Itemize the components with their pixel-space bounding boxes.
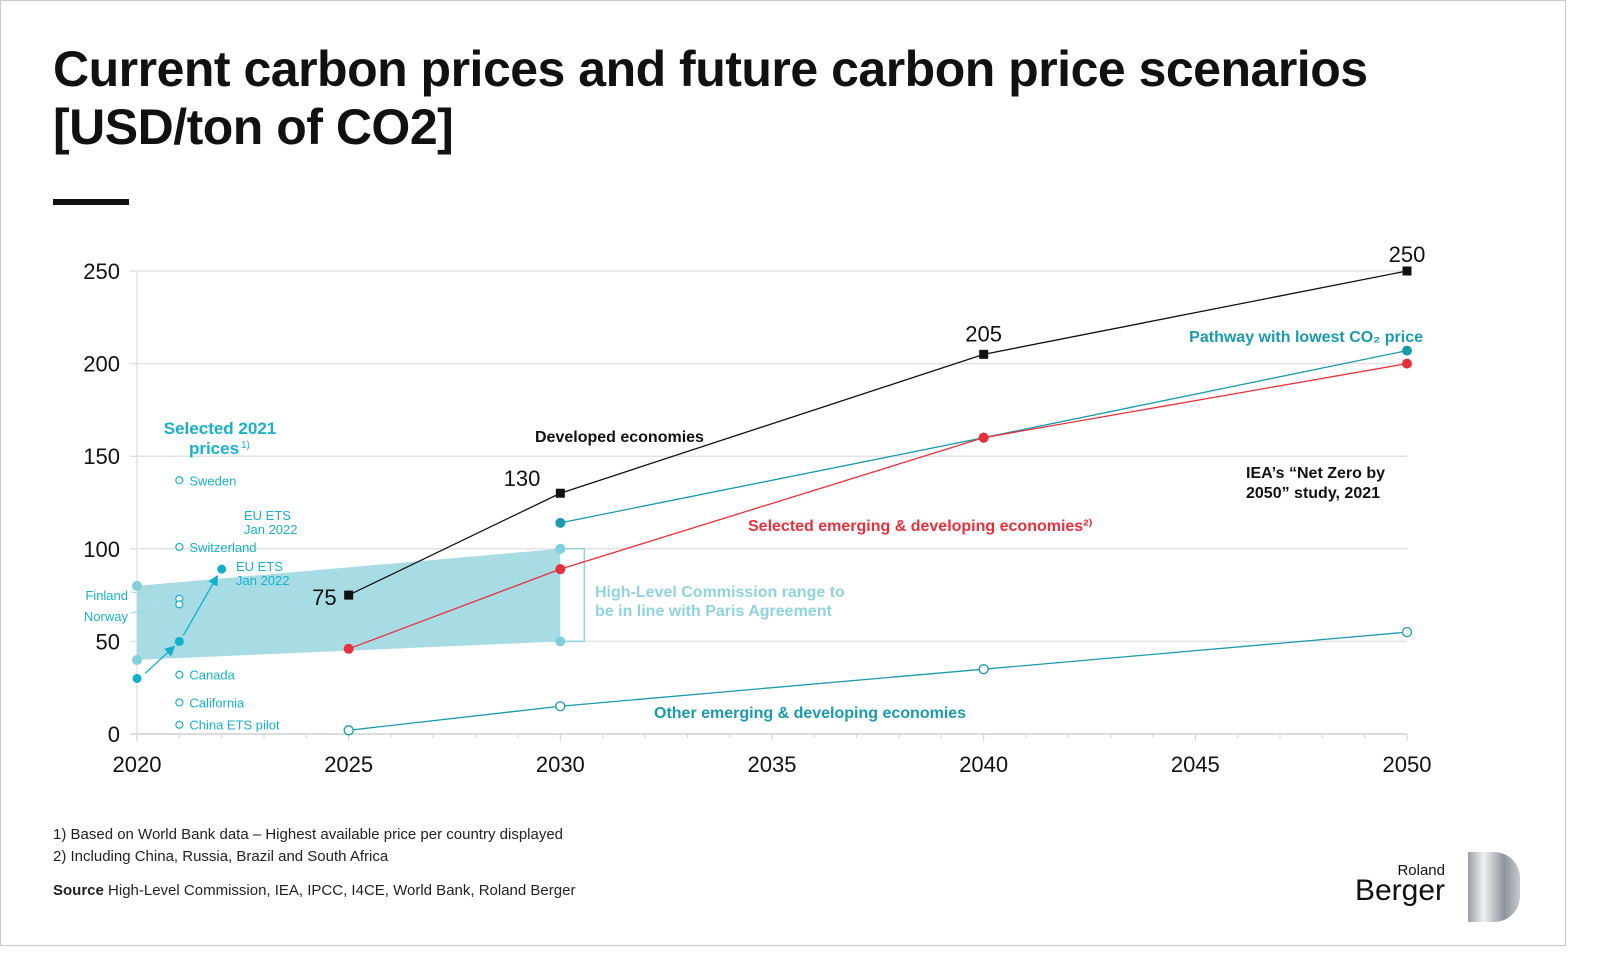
x-tick-label: 2020: [113, 752, 162, 777]
series-line-3: [348, 631, 1408, 731]
range-marker: [132, 654, 142, 665]
range-marker: [132, 580, 142, 591]
band-label-line2: be in line with Paris Agreement: [595, 603, 832, 620]
iea-label-line1: IEA’s “Net Zero by: [1246, 465, 1385, 482]
y-tick-label: 0: [108, 722, 120, 747]
series-line-0: [348, 270, 1408, 596]
footnotes: 1) Based on World Bank data – Highest av…: [53, 824, 563, 868]
series-label: Selected emerging & developing economies…: [748, 518, 1093, 535]
price-label: Finland: [85, 588, 128, 603]
eu-ets-point: [217, 564, 227, 574]
eu-ets-label-line2: Jan 2022: [244, 522, 298, 537]
logo-b-mark: [1468, 852, 1520, 922]
series-label: Pathway with lowest CO₂ price: [1189, 329, 1423, 346]
title-rule: [53, 199, 129, 205]
y-tick-label: 200: [83, 352, 120, 377]
price-label: Sweden: [189, 473, 236, 488]
x-tick-label: 2035: [748, 752, 797, 777]
data-point-square: [344, 590, 354, 600]
band-label-line1: High-Level Commission range to: [595, 584, 845, 601]
eu-ets-label-line2: Jan 2022: [236, 573, 290, 588]
y-tick-label: 50: [96, 629, 120, 654]
data-point-open: [343, 725, 354, 736]
x-tick-label: 2030: [536, 752, 585, 777]
source: Source High-Level Commission, IEA, IPCC,…: [53, 882, 575, 899]
data-point-square: [555, 488, 565, 498]
eu-ets-arrow: [144, 645, 176, 674]
series-line-2: [348, 362, 1408, 650]
range-bracket: [560, 548, 586, 643]
data-label: 130: [504, 466, 541, 491]
data-point: [978, 432, 989, 443]
eu-ets-point: [132, 673, 142, 683]
price-point: [175, 670, 184, 679]
prices-title-line1: Selected 2021: [164, 419, 276, 438]
eu-ets-label-line1: EU ETS: [236, 559, 283, 574]
logo-line2: Berger: [1354, 874, 1445, 907]
data-point: [555, 517, 566, 528]
price-point: [175, 542, 184, 552]
data-label: 75: [312, 585, 336, 610]
prices-footnote: 1): [241, 440, 250, 451]
prices-title-line2: prices: [189, 439, 239, 458]
y-tick-label: 150: [83, 444, 120, 469]
eu-ets-arrow: [182, 574, 218, 636]
data-label: 205: [965, 321, 1002, 346]
data-point: [1402, 345, 1412, 356]
price-point: [175, 698, 184, 707]
price-point: [175, 720, 184, 729]
x-tick-label: 2040: [959, 752, 1008, 777]
price-point: [175, 476, 184, 485]
footnote-2: 2) Including China, Russia, Brazil and S…: [53, 848, 389, 865]
data-label: 250: [1389, 242, 1426, 267]
price-label: Norway: [84, 609, 129, 624]
x-tick-label: 2050: [1383, 752, 1432, 777]
range-marker: [555, 543, 566, 554]
data-point-open: [1401, 626, 1413, 638]
eu-ets-label-line1: EU ETS: [244, 508, 291, 523]
chart-title: Current carbon prices and future carbon …: [53, 41, 1368, 155]
y-tick-label: 100: [83, 537, 120, 562]
price-label: California: [189, 696, 245, 711]
source-label: Source: [53, 882, 104, 899]
series-label: Developed economies: [535, 429, 704, 446]
price-label: Switzerland: [189, 540, 256, 555]
data-point: [555, 564, 566, 575]
source-text: High-Level Commission, IEA, IPCC, I4CE, …: [108, 882, 576, 899]
eu-ets-point: [174, 636, 184, 646]
footnote-1: 1) Based on World Bank data – Highest av…: [53, 826, 564, 843]
data-point: [1402, 358, 1412, 369]
leader-line: [130, 591, 175, 600]
data-point-open: [978, 664, 989, 675]
logo-line1: Roland: [1397, 862, 1445, 879]
series-label: Other emerging & developing economies: [654, 705, 966, 722]
chart-frame: [0, 0, 1566, 946]
price-label: Canada: [189, 668, 235, 683]
data-point-square: [1402, 266, 1412, 276]
x-tick-label: 2025: [324, 752, 373, 777]
price-point: [175, 600, 184, 609]
iea-label-line2: 2050” study, 2021: [1246, 485, 1380, 502]
range-band: [137, 548, 561, 660]
price-label: China ETS pilot: [189, 718, 280, 733]
data-point: [343, 643, 354, 654]
x-tick-label: 2045: [1171, 752, 1220, 777]
range-marker: [555, 636, 566, 647]
leader-line: [130, 603, 175, 614]
data-point-square: [979, 349, 989, 359]
roland-berger-logo: Roland Berger: [1355, 852, 1520, 927]
y-tick-label: 250: [83, 259, 120, 284]
data-point-open: [555, 701, 566, 712]
